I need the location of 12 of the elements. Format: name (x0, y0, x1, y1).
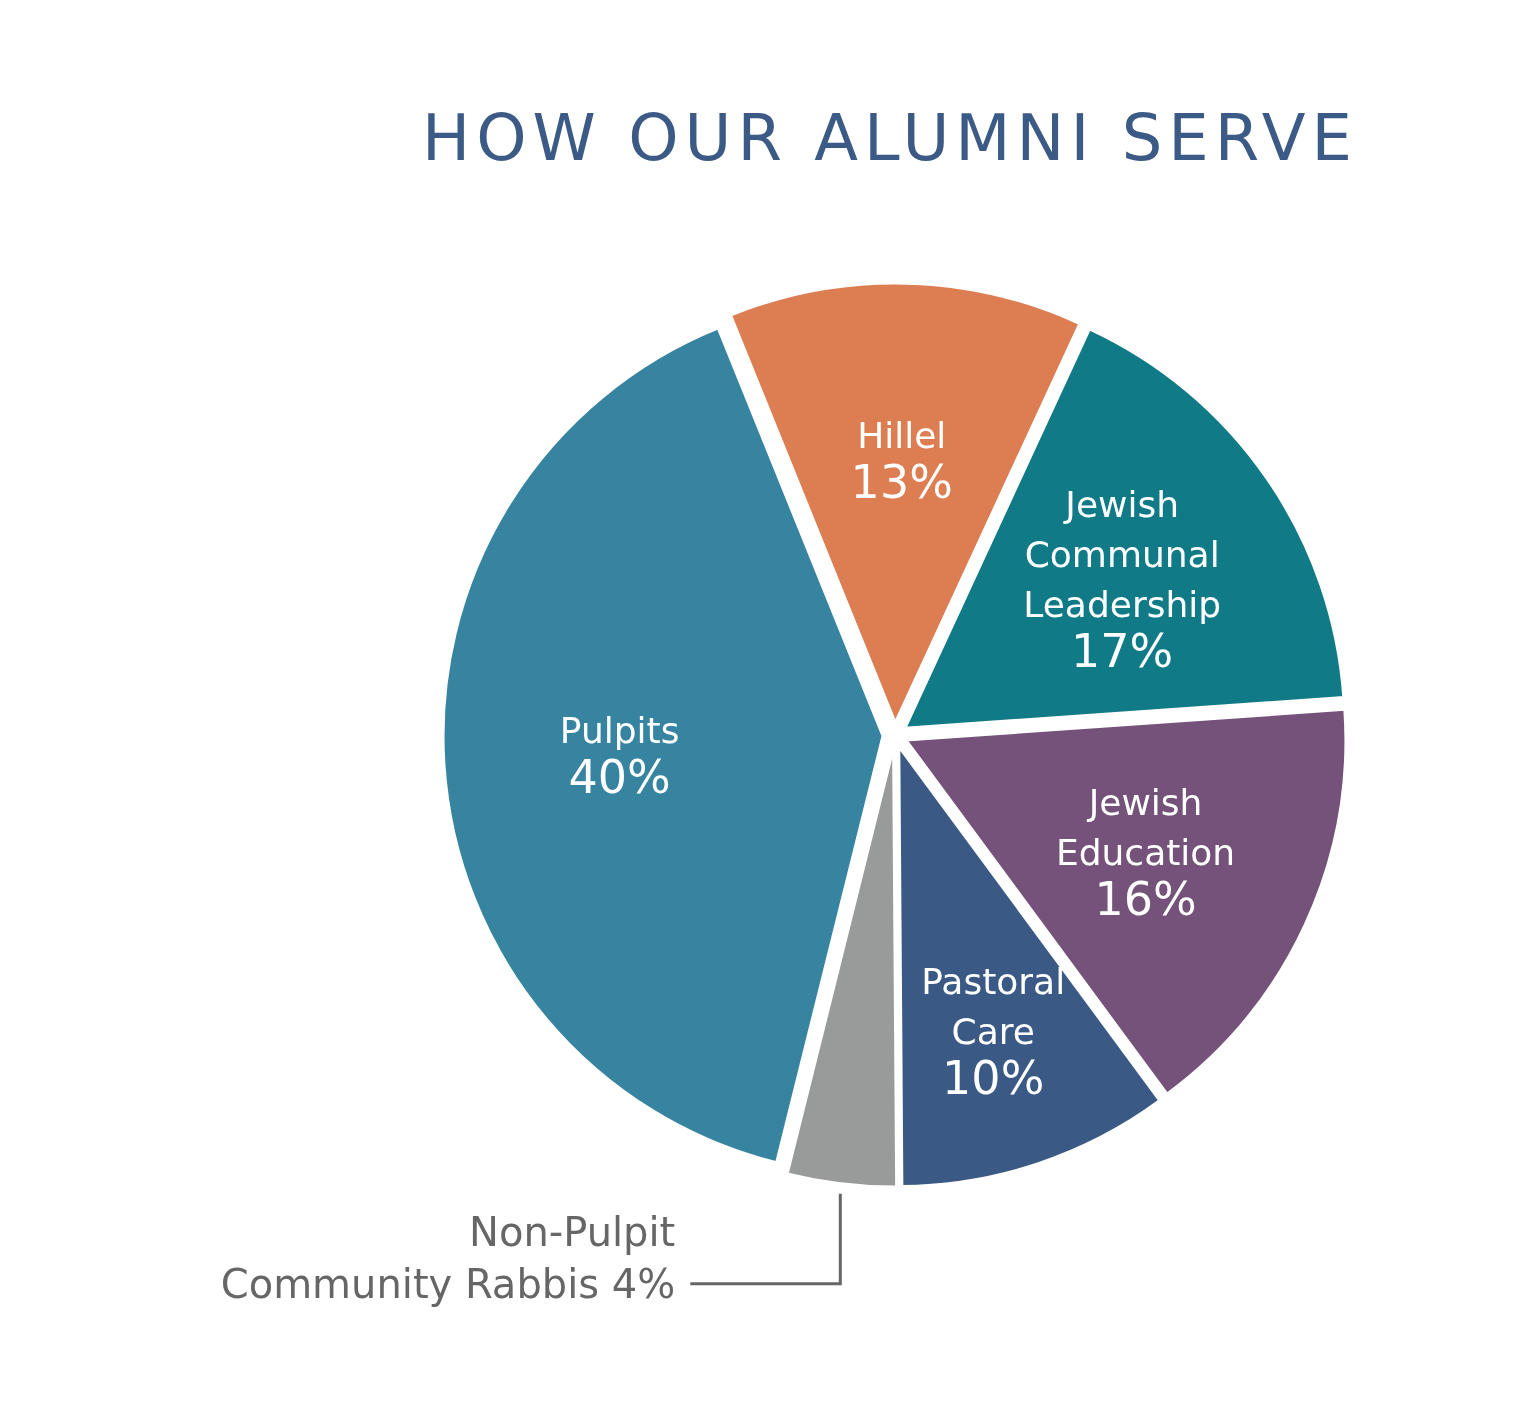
data-label: 13% (850, 455, 953, 510)
slice-label: Pastoral Care (921, 961, 1066, 1053)
slice-label: Jewish Communal Leadership (1023, 484, 1222, 626)
data-label: 17% (1071, 624, 1174, 679)
data-label: 10% (942, 1051, 1045, 1106)
chart-title: HOW OUR ALUMNI SERVE (422, 101, 1358, 175)
slice-label: Hillel (857, 415, 947, 457)
slice-label: Pulpits (559, 710, 680, 752)
data-label: 40% (568, 750, 671, 805)
slice-label: Jewish Education (1055, 781, 1236, 873)
data-label: 16% (1094, 871, 1197, 926)
slice-label: Non-Pulpit Community Rabbis 4% (220, 1208, 676, 1307)
